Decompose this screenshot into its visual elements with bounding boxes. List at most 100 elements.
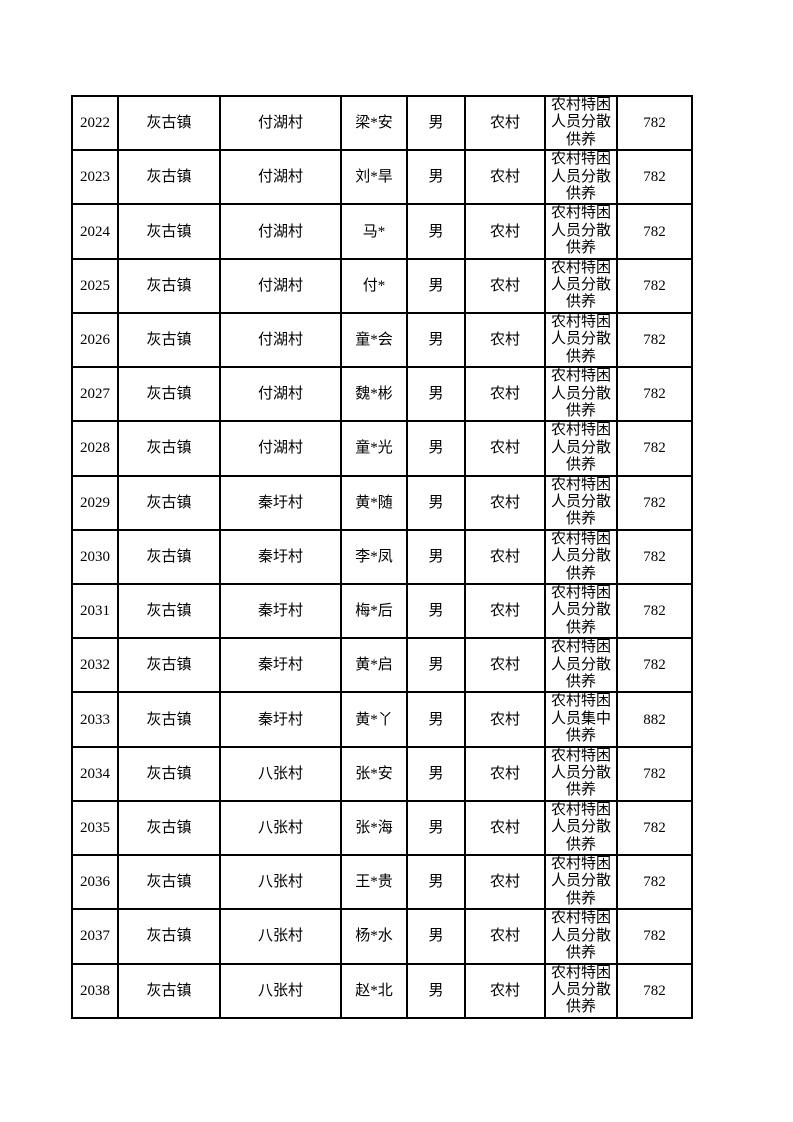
category-text: 农村特困人员分散供养 [550,801,611,853]
cell-category: 农村特困人员分散供养 [544,637,618,694]
cell-gender: 男 [406,637,466,694]
cell-id: 2027 [71,366,119,423]
category-text: 农村特困人员分散供养 [550,313,611,365]
cell-id: 2029 [71,474,119,531]
cell-area: 农村 [464,366,546,423]
cell-village: 秦圩村 [219,637,342,694]
cell-amount: 782 [616,582,693,640]
category-text: 农村特困人员分散供养 [550,368,611,419]
cell-id: 2037 [71,908,119,965]
cell-amount: 782 [616,854,693,911]
cell-village: 八张村 [219,799,342,857]
cell-village: 付湖村 [219,366,342,423]
cell-category: 农村特困人员集中供养 [544,691,618,748]
cell-village: 秦圩村 [219,691,342,748]
cell-id: 2025 [71,257,119,314]
cell-town: 灰古镇 [117,691,221,748]
cell-category: 农村特困人员分散供养 [544,203,618,260]
cell-amount: 782 [616,962,693,1019]
cell-area: 农村 [464,637,546,694]
category-text: 农村特困人员分散供养 [550,259,611,311]
category-text: 农村特困人员分散供养 [550,584,611,636]
cell-amount: 782 [616,203,693,260]
category-text: 农村特困人员分散供养 [550,747,611,799]
cell-category: 农村特困人员分散供养 [544,799,618,857]
cell-id: 2038 [71,962,119,1019]
cell-id: 2030 [71,528,119,585]
cell-area: 农村 [464,799,546,857]
cell-name: 童*光 [340,420,408,477]
cell-village: 秦圩村 [219,474,342,531]
category-text: 农村特困人员分散供养 [550,910,611,962]
table-row: 2022 灰古镇 付湖村 梁*安男农村 农村特困人员分散供养 782 [71,94,693,152]
category-text: 农村特困人员分散供养 [550,476,611,528]
cell-gender: 男 [406,257,466,314]
cell-amount: 782 [616,528,693,585]
cell-village: 八张村 [219,962,342,1019]
cell-village: 付湖村 [219,420,342,477]
cell-id: 2024 [71,203,119,260]
cell-town: 灰古镇 [117,420,221,477]
cell-amount: 782 [616,637,693,694]
cell-village: 付湖村 [219,149,342,206]
cell-category: 农村特困人员分散供养 [544,149,618,206]
cell-gender: 男 [406,528,466,585]
table-row: 2027 灰古镇 付湖村 魏*彬男农村 农村特困人员分散供养 782 [71,366,693,423]
cell-town: 灰古镇 [117,799,221,857]
category-text: 农村特困人员分散供养 [550,856,611,907]
table-body: 2022 灰古镇 付湖村 梁*安男农村 农村特困人员分散供养 782 2023 灰古镇 付湖村刘… [71,94,693,1019]
table-row: 2037 灰古镇 八张村 杨*水男农村 农村特困人员分散供养 782 [71,908,693,965]
cell-town: 灰古镇 [117,528,221,585]
cell-category: 农村特困人员分散供养 [544,745,618,802]
cell-name: 梅*后 [340,582,408,640]
cell-village: 秦圩村 [219,582,342,640]
table-row: 2036 灰古镇 八张村 王*贵男农村 农村特困人员分散供养 782 [71,854,693,911]
cell-name: 刘*旱 [340,149,408,206]
cell-name: 赵*北 [340,962,408,1019]
cell-gender: 男 [406,311,466,369]
cell-gender: 男 [406,799,466,857]
cell-amount: 782 [616,908,693,965]
table-row: 2024 灰古镇 付湖村 马* 男农村 农村特困人员分散供养 782 [71,203,693,260]
category-text: 农村特困人员分散供养 [550,964,611,1016]
cell-category: 农村特困人员分散供养 [544,420,618,477]
cell-area: 农村 [464,203,546,260]
table-row: 2034 灰古镇 八张村 张*安男农村 农村特困人员分散供养 782 [71,745,693,802]
cell-amount: 782 [616,311,693,369]
cell-category: 农村特困人员分散供养 [544,94,618,152]
cell-town: 灰古镇 [117,203,221,260]
cell-village: 八张村 [219,854,342,911]
cell-amount: 782 [616,366,693,423]
cell-name: 童*会 [340,311,408,369]
table-row: 2031 灰古镇 秦圩村 梅*后男农村 农村特困人员分散供养 782 [71,582,693,640]
table-row: 2030 灰古镇 秦圩村 李*凤男农村 农村特困人员分散供养 782 [71,528,693,585]
cell-town: 灰古镇 [117,366,221,423]
cell-town: 灰古镇 [117,908,221,965]
cell-amount: 782 [616,799,693,857]
cell-area: 农村 [464,528,546,585]
category-text: 农村特困人员集中供养 [550,693,611,745]
cell-category: 农村特困人员分散供养 [544,908,618,965]
cell-id: 2032 [71,637,119,694]
cell-village: 付湖村 [219,203,342,260]
cell-area: 农村 [464,474,546,531]
cell-village: 秦圩村 [219,528,342,585]
cell-amount: 782 [616,149,693,206]
category-text: 农村特困人员分散供养 [550,151,611,203]
table-row: 2035 灰古镇 八张村 张*海男农村 农村特困人员分散供养 782 [71,799,693,857]
cell-id: 2028 [71,420,119,477]
cell-category: 农村特困人员分散供养 [544,474,618,531]
table-row: 2028 灰古镇 付湖村 童*光男农村 农村特困人员分散供养 782 [71,420,693,477]
cell-village: 八张村 [219,745,342,802]
cell-id: 2026 [71,311,119,369]
cell-amount: 782 [616,745,693,802]
cell-town: 灰古镇 [117,149,221,206]
cell-area: 农村 [464,745,546,802]
cell-town: 灰古镇 [117,745,221,802]
cell-name: 付* [340,257,408,314]
cell-category: 农村特困人员分散供养 [544,311,618,369]
cell-category: 农村特困人员分散供养 [544,962,618,1019]
table-row: 2029 灰古镇 秦圩村 黄*随男农村 农村特困人员分散供养 782 [71,474,693,531]
category-text: 农村特困人员分散供养 [550,205,611,257]
